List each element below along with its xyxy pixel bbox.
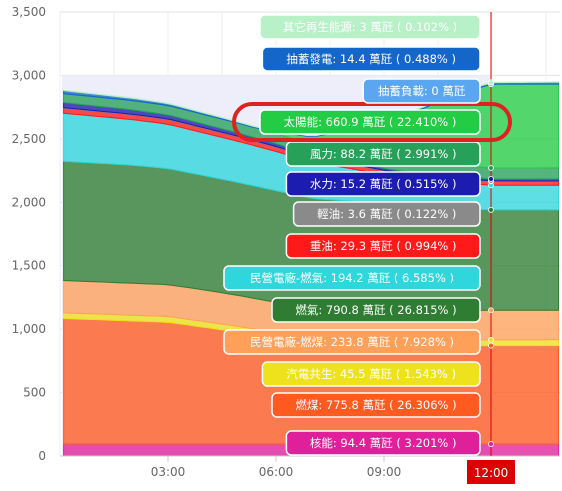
tooltip-label-風力: 風力: 88.2 萬瓩 ( 2.991% ) [310,147,457,161]
marker-汽電共生 [488,336,494,343]
x-axis: 03:00 06:00 09:00 [60,455,560,479]
tooltip-label-重油: 重油: 29.3 萬瓩 ( 0.994% ) [310,239,457,253]
marker-民營電廠-燃煤 [488,307,494,314]
y-tick-label: 2,000 [12,195,46,209]
y-tick-label: 3,000 [12,68,46,82]
tooltip-box-民營電廠-燃煤 [223,329,481,355]
tooltip-label-燃煤: 燃煤: 775.8 萬瓩 ( 26.306% ) [295,398,456,412]
tooltip-label-抽蓄負載: 抽蓄負載: 0 萬瓩 [378,84,466,98]
tooltip-box-太陽能 [259,109,481,135]
tooltip-label-其它再生能源: 其它再生能源: 3 萬瓩 ( 0.102% ) [283,20,457,34]
y-axis: 0 500 1,000 1,500 2,000 2,500 3,000 3,500 [12,5,46,463]
highlight-ring [232,102,512,142]
y-tick-label: 3,500 [12,5,46,19]
y-tick-label: 1,000 [12,322,46,336]
y-tick-label: 0 [38,449,46,463]
tooltip-label-太陽能: 太陽能: 660.9 萬瓩 ( 22.410% ) [284,115,457,129]
tooltip-box-重油 [285,233,481,259]
tooltip-label-燃氣: 燃氣: 790.8 萬瓩 ( 26.815% ) [295,303,456,317]
marker-風力 [488,165,494,171]
y-tick-label: 500 [23,386,46,400]
now-label-box [467,460,515,484]
x-tick-label: 06:00 [259,465,294,479]
tooltip-label-核能: 核能: 94.4 萬瓩 ( 3.201% ) [310,436,457,450]
tooltip-box-燃煤 [271,392,481,418]
marker-燃氣 [488,207,494,213]
area-其它再生能源 [63,81,560,137]
tooltip-box-其它再生能源 [259,14,481,40]
tooltip-box-燃氣 [271,297,481,323]
tooltip-box-汽電共生 [261,361,481,387]
marker-其它再生能源 [488,79,494,86]
tooltip-box-抽蓄發電 [261,46,481,72]
x-tick-label: 09:00 [367,465,402,479]
tooltip-label-民營電廠-燃氣: 民營電廠-燃氣: 194.2 萬瓩 ( 6.585% ) [250,271,454,285]
marker-核能 [488,441,494,447]
tooltip-label-輕油: 輕油: 3.6 萬瓩 ( 0.122% ) [317,207,456,221]
marker-水力 [488,176,494,182]
tooltip-box-輕油 [292,201,481,227]
now-label: 12:00 [474,466,509,480]
tooltip-box-核能 [285,430,481,456]
y-tick-label: 2,500 [12,132,46,146]
tooltip-label-抽蓄發電: 抽蓄發電: 14.4 萬瓩 ( 0.488% ) [286,52,456,66]
tooltip-label-汽電共生: 汽電共生: 45.5 萬瓩 ( 1.543% ) [286,367,456,381]
current-time-marker: 12:00 [467,12,515,484]
y-tick-label: 1,500 [12,259,46,273]
tooltip-box-水力 [285,171,481,197]
tooltip-box-抽蓄負載 [362,78,481,104]
tooltip-label-民營電廠-燃煤: 民營電廠-燃煤: 233.8 萬瓩 ( 7.928% ) [250,335,454,349]
tooltip-box-民營電廠-燃氣 [223,265,481,291]
marker-燃煤 [488,342,494,349]
tooltip-label-水力: 水力: 15.2 萬瓩 ( 0.515% ) [310,177,457,191]
x-tick-label: 03:00 [151,465,186,479]
tooltip-labels: 核能: 94.4 萬瓩 ( 3.201% ) 燃煤: 775.8 萬瓩 ( 26.… [223,14,512,456]
